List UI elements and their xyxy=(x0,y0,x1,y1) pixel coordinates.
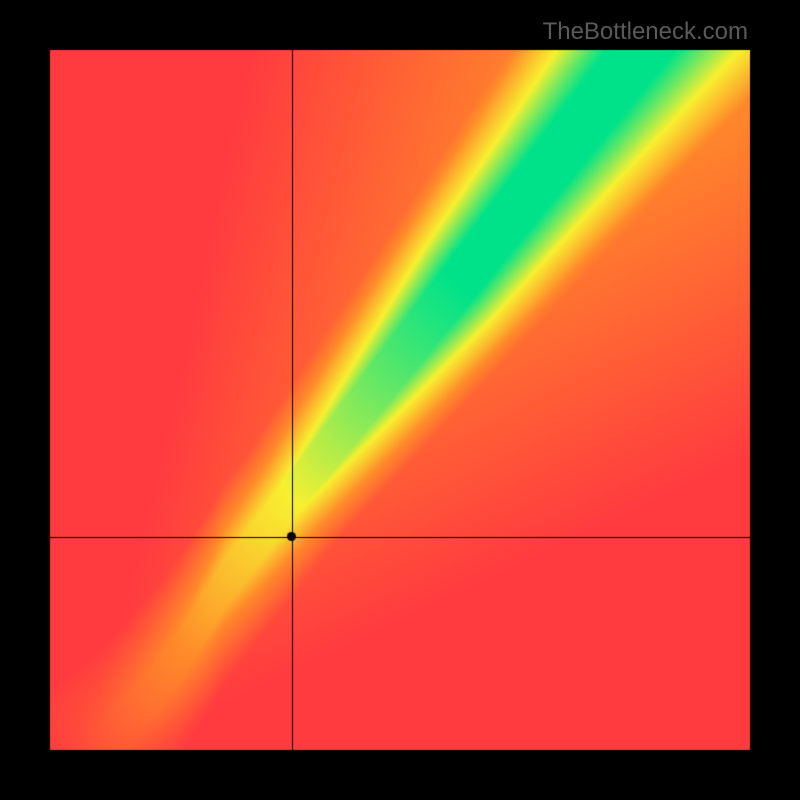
chart-container: { "type": "heatmap", "canvas": { "width"… xyxy=(0,0,800,800)
watermark-text: TheBottleneck.com xyxy=(543,18,748,46)
bottleneck-heatmap xyxy=(0,0,800,800)
